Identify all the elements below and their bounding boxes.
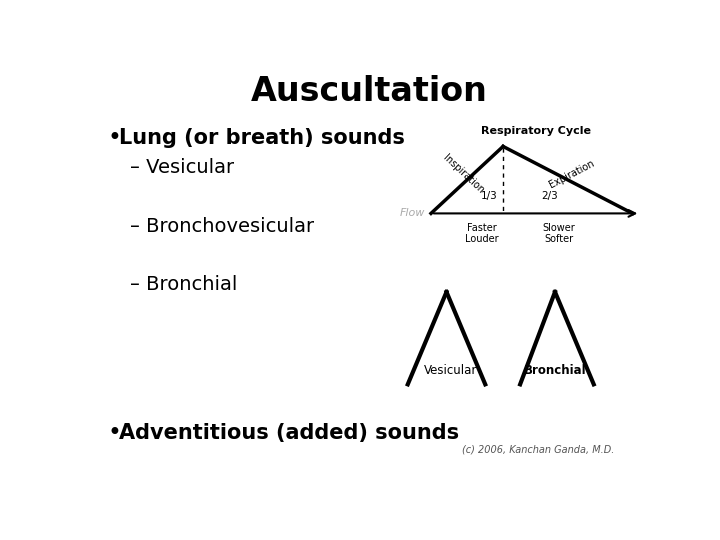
Text: Bronchial: Bronchial <box>523 363 586 377</box>
Text: •: • <box>107 126 121 150</box>
Text: 2/3: 2/3 <box>541 192 558 201</box>
Text: Vesicular: Vesicular <box>423 363 477 377</box>
Text: •: • <box>107 421 121 445</box>
Text: – Bronchovesicular: – Bronchovesicular <box>130 217 315 236</box>
Text: – Vesicular: – Vesicular <box>130 158 235 177</box>
Text: – Bronchial: – Bronchial <box>130 275 238 294</box>
Text: 1/3: 1/3 <box>481 192 498 201</box>
Text: Auscultation: Auscultation <box>251 75 487 108</box>
Text: Expiration: Expiration <box>547 158 596 190</box>
Text: Flow: Flow <box>400 208 426 218</box>
Text: (c) 2006, Kanchan Ganda, M.D.: (c) 2006, Kanchan Ganda, M.D. <box>462 445 614 455</box>
Text: Slower
Softer: Slower Softer <box>542 222 575 244</box>
Text: Faster
Louder: Faster Louder <box>465 222 499 244</box>
Text: Adventitious (added) sounds: Adventitious (added) sounds <box>120 423 459 443</box>
Text: Inspiration: Inspiration <box>441 152 485 195</box>
Text: Lung (or breath) sounds: Lung (or breath) sounds <box>120 128 405 148</box>
Text: Respiratory Cycle: Respiratory Cycle <box>481 126 590 136</box>
